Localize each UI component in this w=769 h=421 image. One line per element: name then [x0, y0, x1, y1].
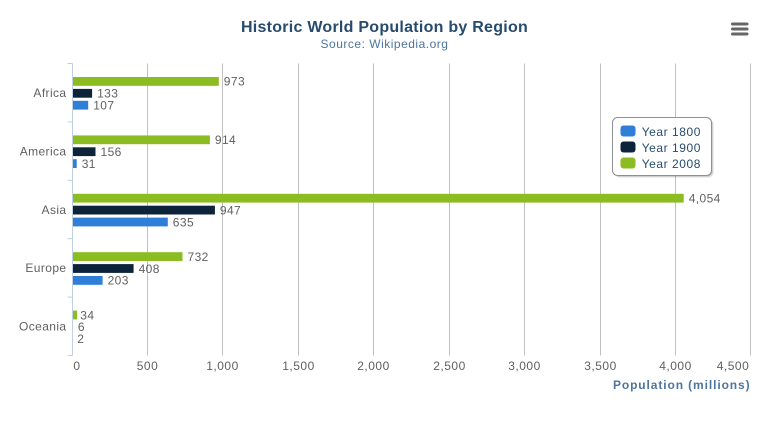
svg-text:4,500: 4,500 — [717, 359, 750, 373]
svg-text:133: 133 — [97, 87, 118, 101]
svg-text:3,000: 3,000 — [508, 359, 541, 373]
svg-text:1,500: 1,500 — [282, 359, 315, 373]
svg-text:500: 500 — [137, 359, 159, 373]
svg-text:973: 973 — [224, 75, 245, 89]
svg-text:1,000: 1,000 — [206, 359, 239, 373]
svg-text:2,500: 2,500 — [433, 359, 466, 373]
svg-text:203: 203 — [108, 274, 129, 288]
svg-text:2: 2 — [77, 332, 84, 346]
svg-text:4,000: 4,000 — [659, 359, 692, 373]
svg-text:0: 0 — [73, 359, 80, 373]
svg-text:914: 914 — [215, 133, 236, 147]
svg-text:Africa: Africa — [33, 86, 66, 100]
svg-text:Oceania: Oceania — [19, 320, 67, 334]
svg-text:34: 34 — [80, 308, 94, 322]
svg-text:Year 1900: Year 1900 — [642, 141, 701, 155]
svg-text:635: 635 — [173, 215, 194, 229]
svg-text:Historic World Population by R: Historic World Population by Region — [241, 19, 528, 36]
svg-text:America: America — [20, 144, 67, 158]
svg-text:156: 156 — [101, 145, 122, 159]
svg-text:Asia: Asia — [42, 203, 67, 217]
svg-text:Population (millions): Population (millions) — [613, 378, 751, 392]
svg-text:Year 2008: Year 2008 — [642, 157, 701, 171]
svg-text:408: 408 — [139, 262, 160, 276]
svg-text:732: 732 — [188, 250, 209, 264]
svg-text:107: 107 — [93, 99, 114, 113]
svg-text:31: 31 — [82, 157, 96, 171]
svg-text:Europe: Europe — [25, 261, 66, 275]
svg-text:4,054: 4,054 — [689, 192, 721, 206]
svg-text:2,000: 2,000 — [357, 359, 390, 373]
svg-text:Year 1800: Year 1800 — [642, 125, 701, 139]
svg-text:Source: Wikipedia.org: Source: Wikipedia.org — [321, 37, 449, 51]
svg-text:3,500: 3,500 — [584, 359, 617, 373]
svg-text:6: 6 — [78, 320, 85, 334]
svg-text:947: 947 — [220, 203, 241, 217]
